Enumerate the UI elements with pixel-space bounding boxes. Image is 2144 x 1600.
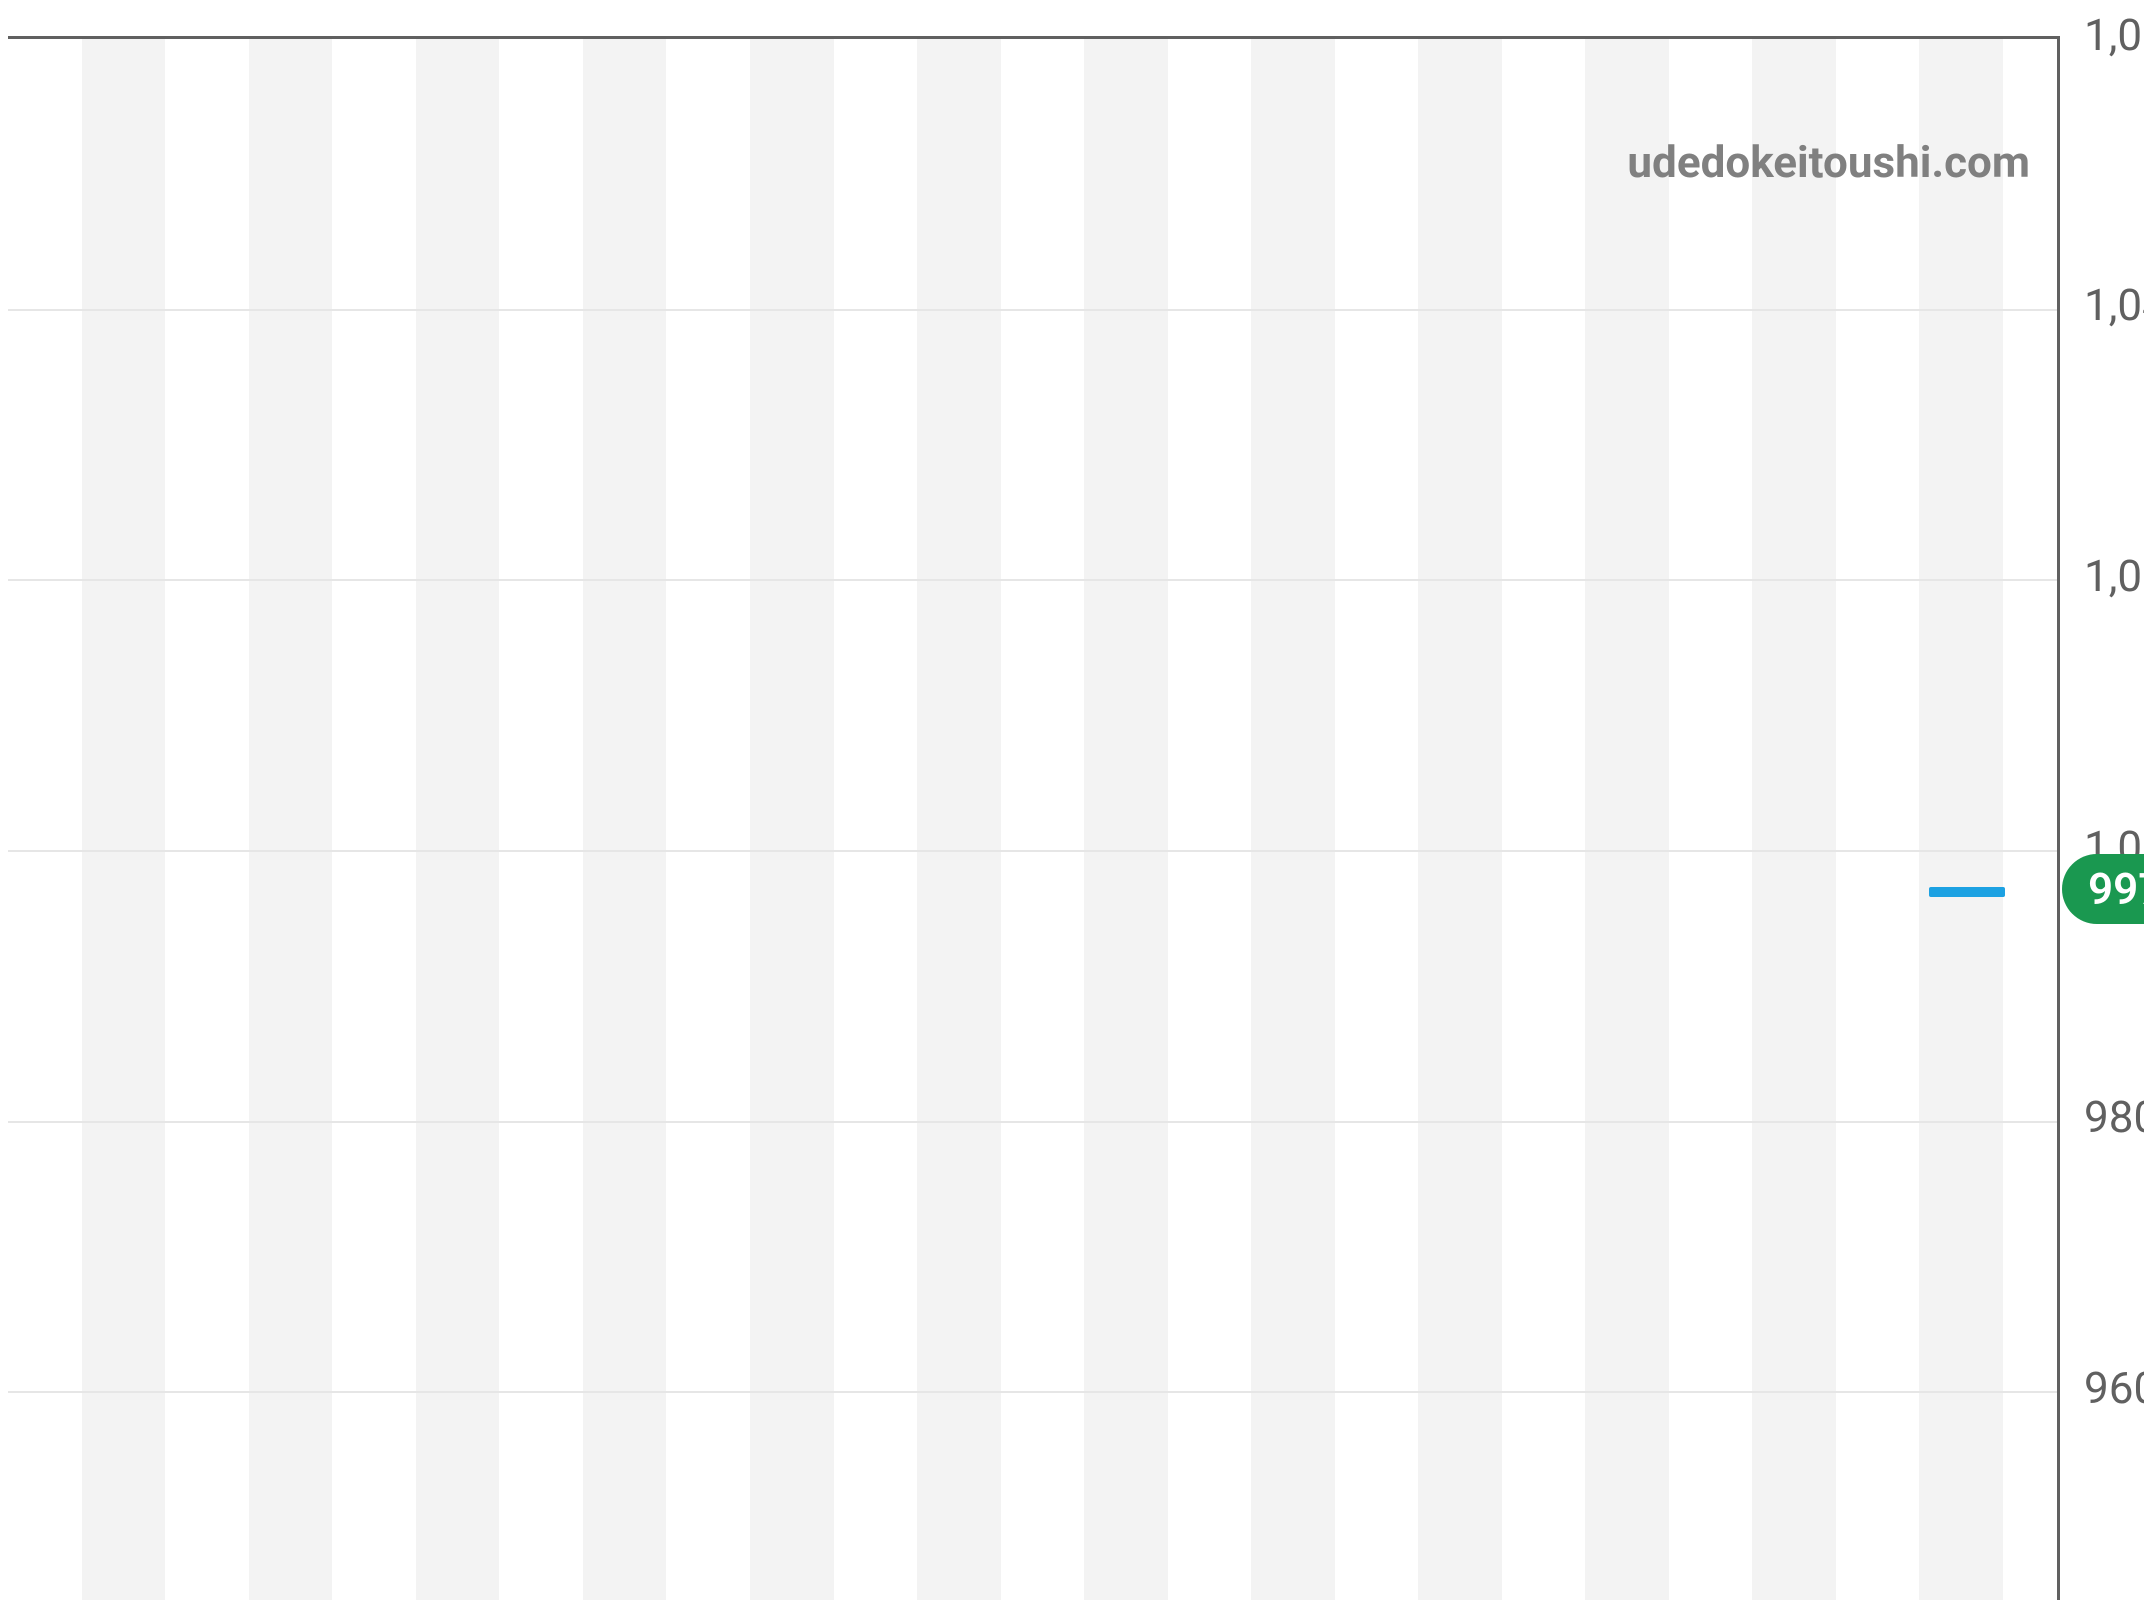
chart-band xyxy=(1084,39,1168,1600)
y-tick-label: 1,060,000 xyxy=(2084,9,2144,61)
y-tick-label: 1,020,000 xyxy=(2084,550,2144,602)
plot-area xyxy=(8,36,2060,1600)
y-tick-label: 980,000 xyxy=(2084,1091,2144,1143)
chart-band xyxy=(416,39,500,1600)
current-value-text: 997,000 xyxy=(2088,863,2144,915)
y-tick-label: 960,000 xyxy=(2084,1362,2144,1414)
gridline xyxy=(8,1391,2057,1393)
price-line-segment xyxy=(1929,887,2005,897)
gridline xyxy=(8,309,2057,311)
chart-band xyxy=(1585,39,1669,1600)
price-chart: udedokeitoushi.com 940,000960,000980,000… xyxy=(0,0,2144,1600)
chart-band xyxy=(1251,39,1335,1600)
chart-band xyxy=(1752,39,1836,1600)
y-tick-label: 1,040,000 xyxy=(2084,279,2144,331)
chart-band xyxy=(82,39,166,1600)
chart-band xyxy=(750,39,834,1600)
chart-band xyxy=(1418,39,1502,1600)
gridline xyxy=(8,579,2057,581)
chart-band xyxy=(1919,39,2003,1600)
chart-band xyxy=(917,39,1001,1600)
watermark-text: udedokeitoushi.com xyxy=(1627,136,2030,188)
current-value-badge: 997,000 xyxy=(2062,854,2144,924)
gridline xyxy=(8,1121,2057,1123)
chart-band xyxy=(249,39,333,1600)
chart-band xyxy=(583,39,667,1600)
gridline xyxy=(8,850,2057,852)
